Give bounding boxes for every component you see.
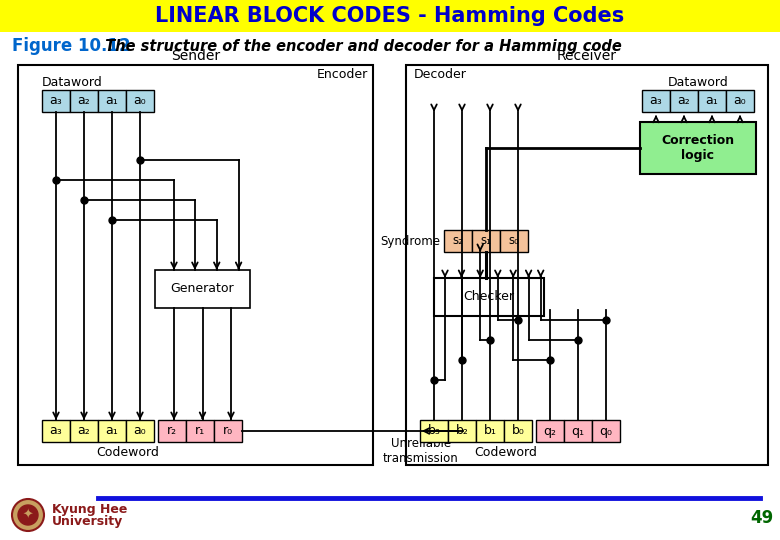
Bar <box>126 420 154 442</box>
Text: r₂: r₂ <box>167 424 177 437</box>
Text: Kyung Hee: Kyung Hee <box>52 503 127 516</box>
Text: Dataword: Dataword <box>42 76 103 89</box>
Text: a₃: a₃ <box>650 94 662 107</box>
Text: Receiver: Receiver <box>557 49 617 63</box>
Bar <box>98 90 126 112</box>
Text: Dataword: Dataword <box>668 76 729 89</box>
Bar <box>564 420 592 442</box>
Circle shape <box>12 499 44 531</box>
Bar <box>642 90 670 112</box>
Bar <box>18 65 373 465</box>
Text: a₂: a₂ <box>78 424 90 437</box>
Text: q₀: q₀ <box>600 424 612 437</box>
Text: a₁: a₁ <box>105 94 119 107</box>
Text: q₂: q₂ <box>544 424 556 437</box>
Text: University: University <box>52 516 123 529</box>
Bar <box>536 420 564 442</box>
Bar <box>0 0 780 32</box>
Text: Correction
logic: Correction logic <box>661 134 735 162</box>
Text: Checker: Checker <box>463 291 515 303</box>
Bar <box>42 420 70 442</box>
Text: ✦: ✦ <box>23 509 34 522</box>
Bar <box>70 90 98 112</box>
Bar <box>500 230 528 252</box>
Bar <box>640 122 756 174</box>
Bar <box>126 90 154 112</box>
Bar <box>472 230 500 252</box>
Text: b₁: b₁ <box>484 424 496 437</box>
Text: Unreliable
transmission: Unreliable transmission <box>383 437 459 465</box>
Bar <box>406 65 768 465</box>
Text: LINEAR BLOCK CODES - Hamming Codes: LINEAR BLOCK CODES - Hamming Codes <box>155 6 625 26</box>
Text: r₁: r₁ <box>195 424 205 437</box>
Text: b₂: b₂ <box>456 424 469 437</box>
Text: a₀: a₀ <box>133 94 147 107</box>
Text: a₀: a₀ <box>133 424 147 437</box>
Text: a₃: a₃ <box>50 94 62 107</box>
Bar <box>504 420 532 442</box>
Bar <box>448 420 476 442</box>
Text: s₁: s₁ <box>480 234 491 247</box>
Bar <box>214 420 242 442</box>
Text: Encoder: Encoder <box>317 69 368 82</box>
Bar <box>420 420 448 442</box>
Bar <box>670 90 698 112</box>
Text: 49: 49 <box>750 509 774 527</box>
Text: a₁: a₁ <box>105 424 119 437</box>
Text: Codeword: Codeword <box>97 446 159 458</box>
Text: s₀: s₀ <box>509 234 519 247</box>
Text: r₀: r₀ <box>223 424 233 437</box>
Bar <box>186 420 214 442</box>
Text: a₁: a₁ <box>706 94 718 107</box>
Text: Codeword: Codeword <box>474 446 537 458</box>
Text: b₃: b₃ <box>427 424 441 437</box>
Text: Figure 10.12: Figure 10.12 <box>12 37 130 55</box>
Bar <box>42 90 70 112</box>
Text: a₂: a₂ <box>78 94 90 107</box>
Bar <box>476 420 504 442</box>
Bar <box>70 420 98 442</box>
Text: Generator: Generator <box>171 282 234 295</box>
Text: s₂: s₂ <box>452 234 463 247</box>
Text: q₁: q₁ <box>572 424 584 437</box>
Text: a₃: a₃ <box>50 424 62 437</box>
Bar <box>726 90 754 112</box>
Text: Sender: Sender <box>171 49 220 63</box>
Text: Decoder: Decoder <box>414 69 467 82</box>
Bar <box>155 270 250 308</box>
Text: Syndrome: Syndrome <box>380 234 440 247</box>
Bar <box>698 90 726 112</box>
Text: b₀: b₀ <box>512 424 524 437</box>
Bar <box>158 420 186 442</box>
Bar <box>434 278 544 316</box>
Text: The structure of the encoder and decoder for a Hamming code: The structure of the encoder and decoder… <box>95 38 622 53</box>
Text: a₂: a₂ <box>678 94 690 107</box>
Bar <box>98 420 126 442</box>
Bar <box>592 420 620 442</box>
Text: a₀: a₀ <box>734 94 746 107</box>
Bar <box>444 230 472 252</box>
Circle shape <box>18 505 38 525</box>
